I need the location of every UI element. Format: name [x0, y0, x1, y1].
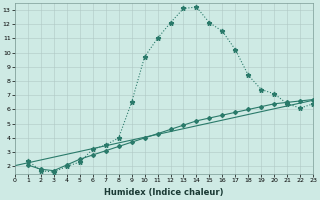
X-axis label: Humidex (Indice chaleur): Humidex (Indice chaleur) [104, 188, 224, 197]
